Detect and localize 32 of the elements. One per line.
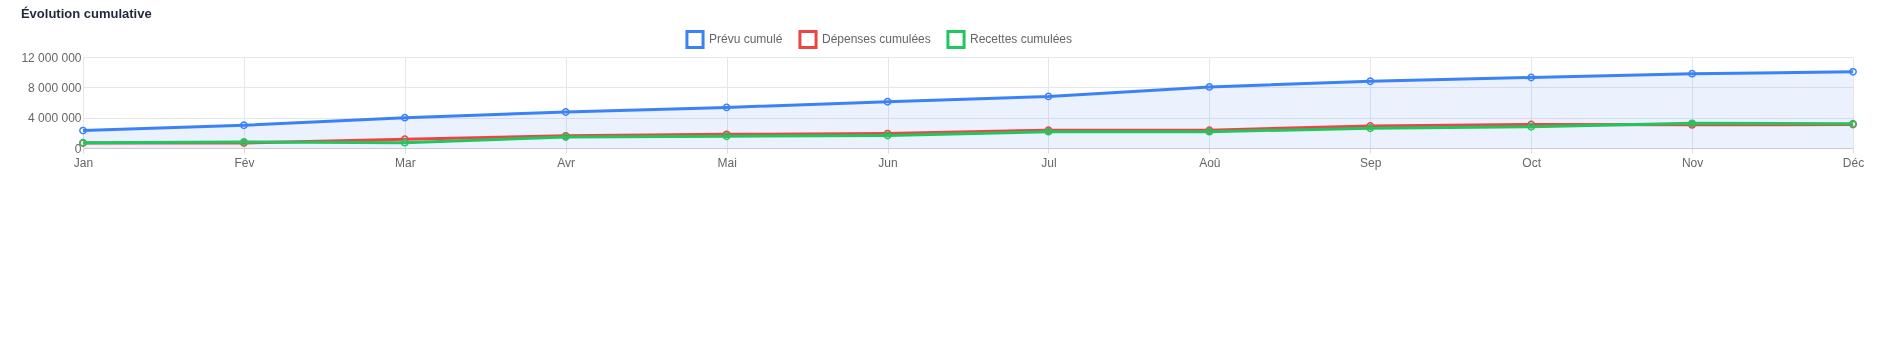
point bbox=[79, 126, 87, 135]
point bbox=[400, 113, 409, 122]
x-tick-label: Aoû bbox=[1199, 155, 1221, 170]
chart-title: Évolution cumulative bbox=[20, 6, 152, 21]
x-tick-label: Jun bbox=[878, 155, 898, 170]
legend-label: Prévu cumulé bbox=[709, 32, 783, 47]
x-tick-label: Déc bbox=[1842, 155, 1865, 170]
x-tick-label: Fév bbox=[234, 155, 255, 170]
point bbox=[883, 97, 892, 106]
x-tick-label: Mar bbox=[394, 155, 416, 170]
point bbox=[1366, 77, 1375, 86]
point bbox=[1688, 69, 1696, 78]
point bbox=[561, 108, 570, 116]
point bbox=[722, 103, 731, 112]
y-tick-label: 8 000 000 bbox=[28, 80, 82, 95]
x-tick-label: Avr bbox=[557, 155, 576, 170]
x-tick-label: Jul bbox=[1041, 155, 1057, 170]
legend-label: Recettes cumulées bbox=[970, 32, 1073, 47]
point bbox=[240, 121, 248, 130]
y-tick-label: 4 000 000 bbox=[28, 111, 82, 126]
legend-label: Dépenses cumulées bbox=[822, 32, 931, 47]
y-tick-label: 12 000 000 bbox=[21, 50, 82, 65]
x-tick-label: Sep bbox=[1360, 155, 1382, 170]
point bbox=[1527, 73, 1536, 82]
x-tick-label: Oct bbox=[1522, 155, 1542, 170]
point bbox=[1044, 92, 1053, 101]
x-tick-label: Mai bbox=[717, 155, 737, 170]
x-tick-label: Nov bbox=[1681, 155, 1704, 170]
point bbox=[1205, 83, 1214, 91]
y-tick-label: 0 bbox=[74, 141, 82, 156]
point bbox=[1849, 67, 1857, 76]
x-tick-label: Jan bbox=[73, 155, 94, 170]
